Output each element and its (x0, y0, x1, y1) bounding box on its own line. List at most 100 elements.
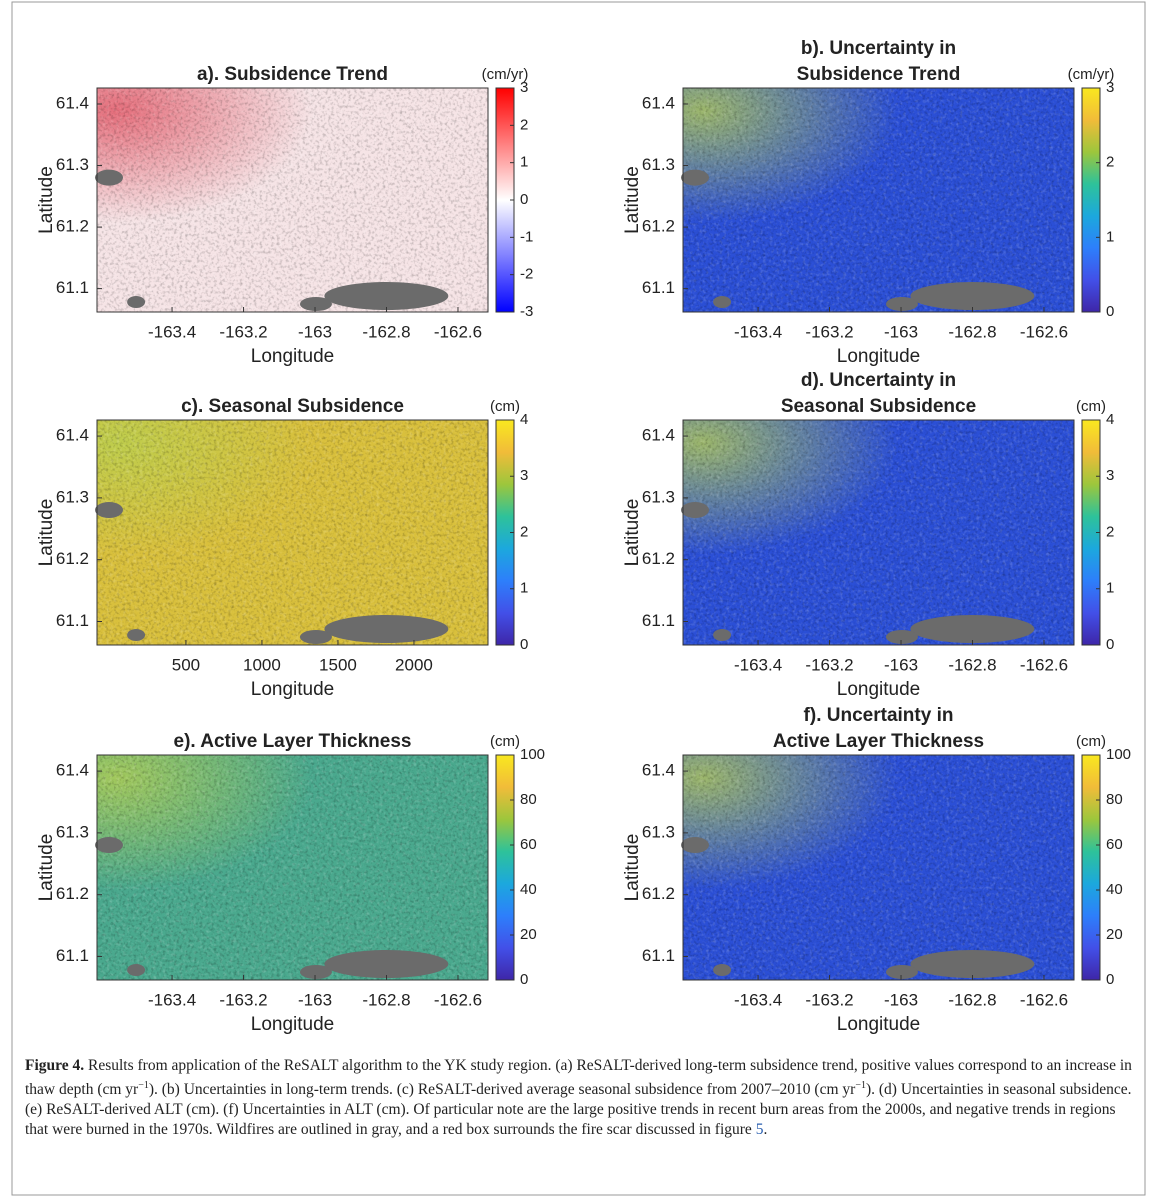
colorbar-tick-label: 1 (1106, 228, 1114, 245)
colorbar-tick-label: 3 (1106, 467, 1114, 484)
caption-text: ). (d) Uncertainties in seasonal subside… (25, 1081, 1132, 1139)
colorbar-tick-label: 60 (1106, 836, 1123, 853)
colorbar-tick-label: 2 (520, 116, 528, 133)
colorbar-label: (cm/yr) (482, 66, 529, 83)
colorbar-tick-label: 0 (1106, 971, 1114, 988)
map-texture (97, 755, 488, 980)
caption-superscript: −1 (138, 1080, 149, 1091)
colorbar-tick-label: 40 (520, 881, 537, 898)
caption-text: Results from application of the ReSALT a… (25, 1057, 1132, 1099)
y-tick-label: 61.3 (642, 487, 675, 506)
axes-box (96, 419, 489, 646)
lake (127, 964, 146, 976)
colorbar-tick-label: 2 (520, 523, 528, 540)
axes-box (96, 754, 489, 981)
axes-box (682, 754, 1075, 981)
lake (681, 169, 709, 186)
colorbar-tick-label: 100 (520, 746, 545, 763)
colorbar-tick-label: 0 (520, 971, 528, 988)
panel-title: Subsidence Trend (797, 64, 961, 85)
colorbar-tick-label: 0 (520, 191, 528, 208)
y-tick-label: 61.4 (56, 426, 89, 445)
x-tick-label: -163.2 (219, 990, 267, 1009)
y-tick-label: 61.1 (642, 946, 675, 965)
colorbar-tick-label: -2 (520, 266, 533, 283)
lake (885, 630, 918, 644)
figure-link[interactable]: 5 (755, 1121, 764, 1139)
lake (910, 950, 1035, 978)
lake (299, 297, 332, 311)
y-axis-label: Latitude (622, 166, 643, 234)
x-tick-label: -162.6 (1020, 655, 1068, 674)
y-tick-label: 61.3 (642, 155, 675, 174)
lake (95, 837, 123, 853)
axes-box (682, 419, 1075, 646)
panel-title: b). Uncertainty in (801, 38, 956, 59)
x-tick-label: -163.2 (805, 322, 853, 341)
x-tick-label: -163 (298, 990, 332, 1009)
map-texture (97, 88, 488, 312)
colorbar-tick-label: 2 (1106, 523, 1114, 540)
figure-frame (11, 1, 1146, 1196)
colorbar-tick-label: 0 (1106, 303, 1114, 320)
lake (95, 502, 123, 518)
x-axis-label: Longitude (837, 1014, 920, 1035)
x-tick-label: -162.6 (434, 990, 482, 1009)
colorbar-tick-label: 0 (1106, 636, 1114, 653)
colorbar-tick-label: -3 (520, 303, 533, 320)
lake (299, 630, 332, 644)
x-tick-label: -163.4 (734, 655, 782, 674)
panel-title: Active Layer Thickness (773, 731, 984, 752)
y-axis-label: Latitude (36, 834, 57, 902)
x-tick-label: -163.2 (805, 990, 853, 1009)
x-tick-label: 1000 (243, 655, 281, 674)
lake (681, 502, 709, 518)
x-tick-label: -162.8 (948, 322, 996, 341)
lake (885, 965, 918, 979)
colorbar-label: (cm) (490, 733, 520, 750)
colorbar-tick-label: 60 (520, 836, 537, 853)
x-axis-label: Longitude (837, 679, 920, 700)
x-tick-label: -162.6 (1020, 322, 1068, 341)
colorbar-label: (cm/yr) (1068, 66, 1115, 83)
colorbar (1081, 754, 1101, 981)
x-tick-label: 1500 (319, 655, 357, 674)
y-tick-label: 61.1 (56, 946, 89, 965)
y-axis-label: Latitude (622, 834, 643, 902)
lake (713, 964, 732, 976)
colorbar-tick-label: 2 (1106, 154, 1114, 171)
panel-title: Seasonal Subsidence (781, 396, 976, 417)
lake (324, 615, 449, 643)
x-axis-label: Longitude (251, 1014, 334, 1035)
x-tick-label: -162.8 (948, 990, 996, 1009)
colorbar-tick-label: -1 (520, 228, 533, 245)
x-tick-label: -162.6 (434, 322, 482, 341)
colorbar-tick-label: 20 (1106, 926, 1123, 943)
y-axis-label: Latitude (36, 499, 57, 567)
y-tick-label: 61.3 (642, 822, 675, 841)
colorbar (1081, 87, 1101, 313)
lake (910, 615, 1035, 643)
lake (910, 282, 1035, 310)
y-tick-label: 61.2 (56, 549, 89, 568)
x-tick-label: -162.6 (1020, 990, 1068, 1009)
caption-superscript: −1 (855, 1080, 866, 1091)
axes-box (96, 87, 489, 313)
y-tick-label: 61.3 (56, 822, 89, 841)
x-tick-label: 2000 (395, 655, 433, 674)
caption-text: . (763, 1121, 768, 1139)
lake (324, 282, 449, 310)
x-tick-label: -163.4 (734, 322, 782, 341)
lake (127, 296, 146, 308)
x-tick-label: -163 (884, 990, 918, 1009)
map-texture (683, 755, 1074, 980)
panel-title: d). Uncertainty in (801, 370, 956, 391)
x-axis-label: Longitude (837, 346, 920, 367)
colorbar-tick-label: 80 (1106, 791, 1123, 808)
y-tick-label: 61.4 (642, 93, 675, 112)
x-tick-label: -163.4 (148, 322, 196, 341)
y-tick-label: 61.2 (56, 217, 89, 236)
panel-title: e). Active Layer Thickness (174, 731, 412, 752)
colorbar-tick-label: 100 (1106, 746, 1131, 763)
